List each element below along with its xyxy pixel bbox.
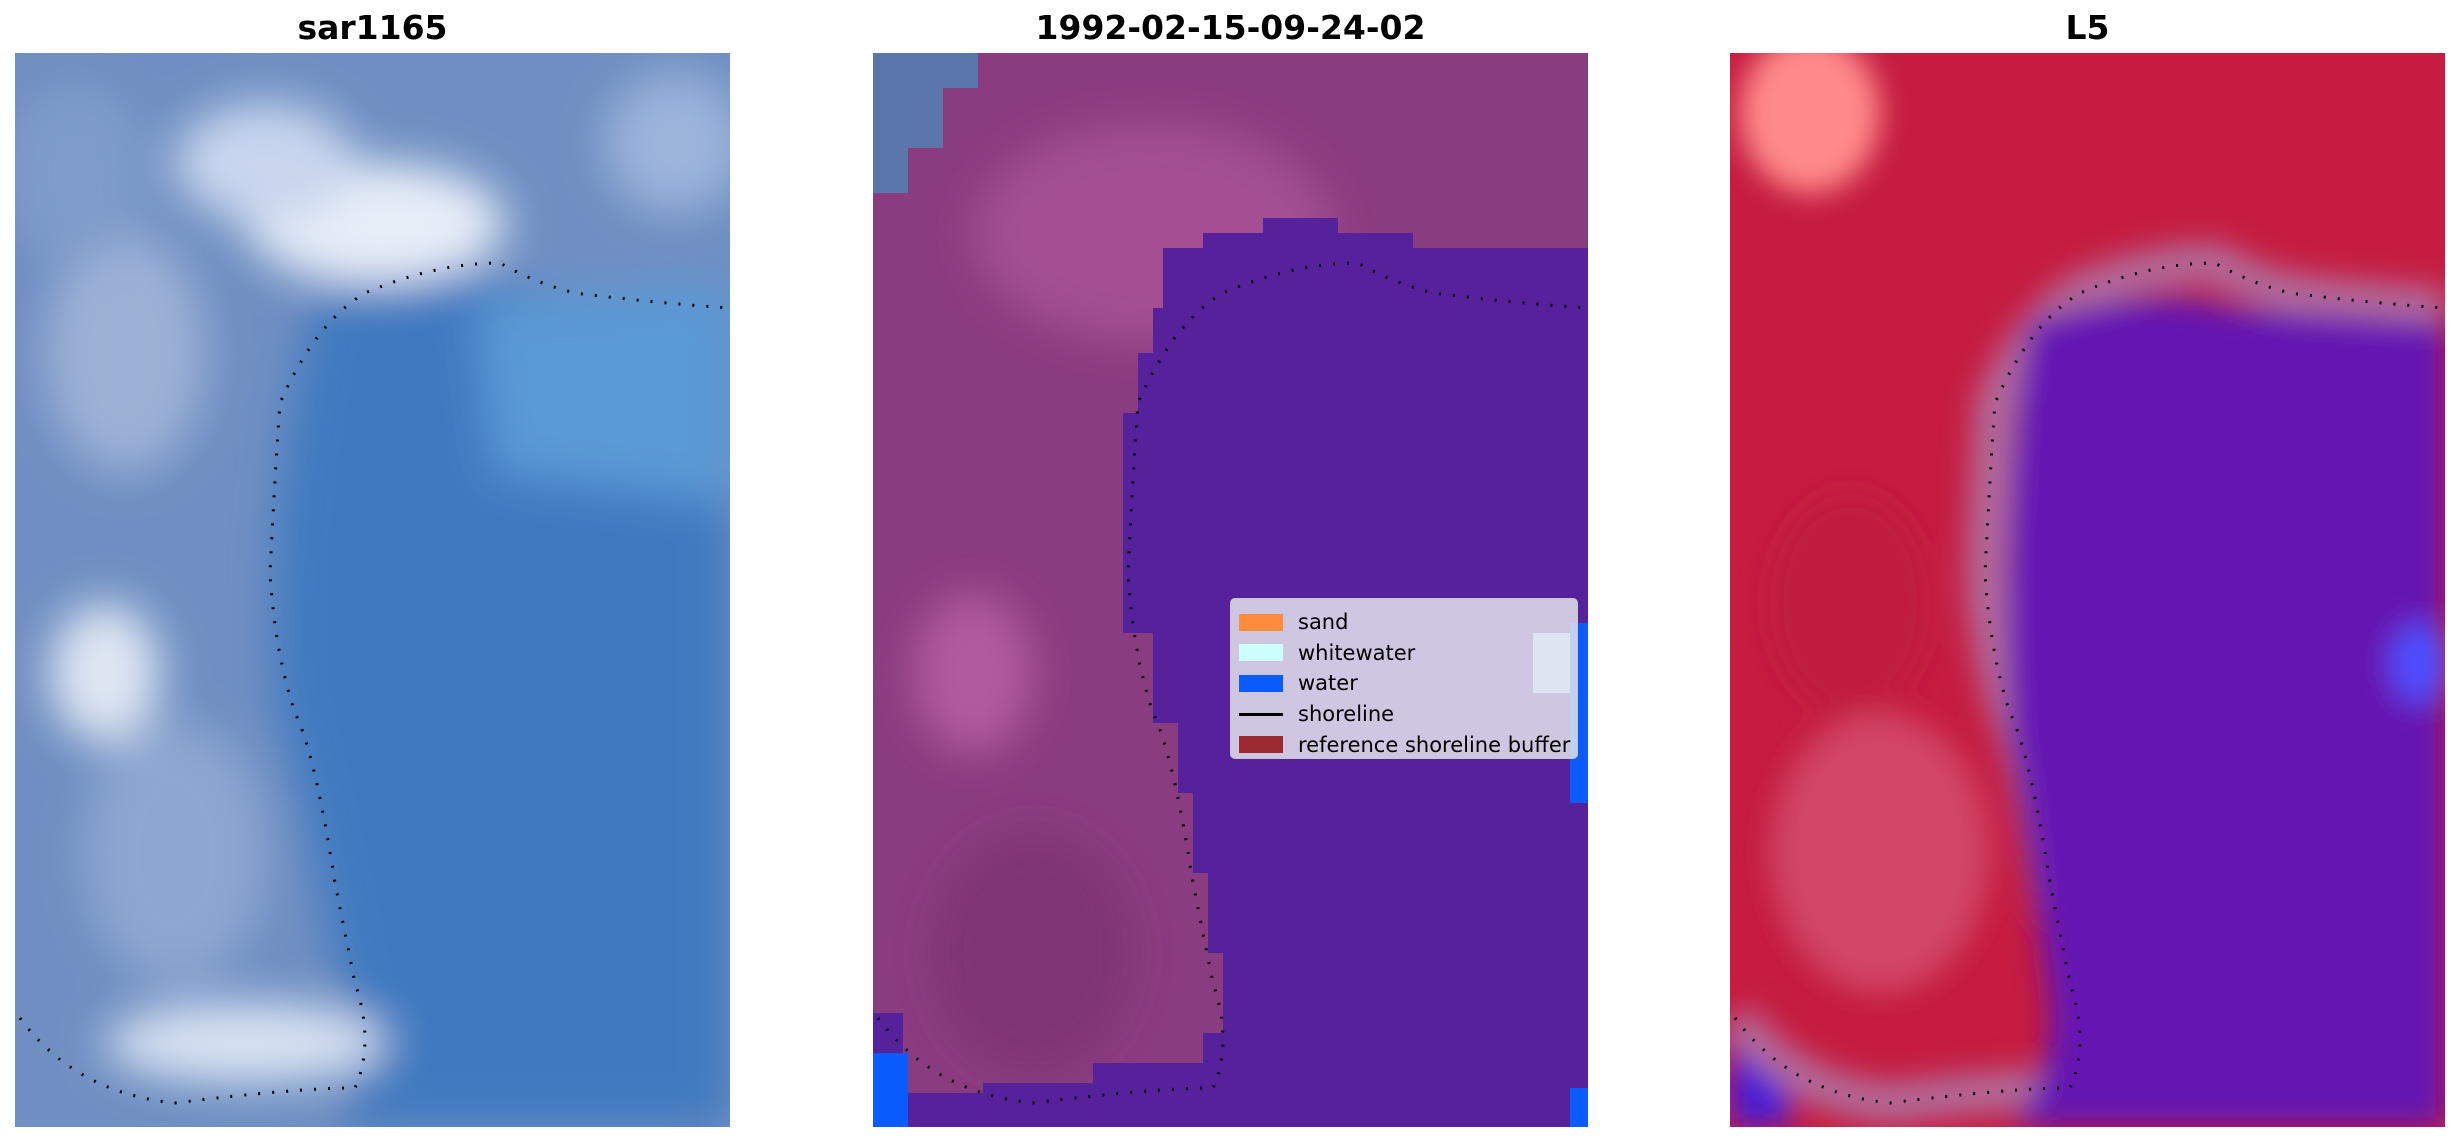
shoreline-line: [18, 261, 730, 1105]
legend-label: whitewater: [1298, 640, 1416, 665]
legend-swatch-sand: [1239, 613, 1283, 631]
panel-title: sar1165: [297, 8, 448, 47]
legend-item-water: water: [1231, 668, 1577, 699]
probability-image: [1730, 53, 2445, 1127]
shoreline-line: [876, 261, 1588, 1105]
shoreline-line: [1733, 261, 2445, 1105]
legend-line-shoreline: [1239, 712, 1283, 716]
panel-classification: 1992-02-15-09-24-02: [873, 0, 1588, 1140]
legend-swatch-buffer: [1239, 736, 1283, 754]
legend-swatch-whitewater: [1239, 644, 1283, 662]
legend-label: reference shoreline buffer: [1298, 732, 1571, 757]
legend-item-shoreline: shoreline: [1231, 699, 1577, 730]
panel-rgb: sar1165: [15, 0, 730, 1140]
legend-label: sand: [1298, 610, 1349, 635]
legend-swatch-water: [1239, 674, 1283, 692]
legend-label: shoreline: [1298, 702, 1395, 727]
legend: sand whitewater water shoreline referenc…: [1230, 598, 1578, 759]
classification-image: [873, 53, 1588, 1127]
panel-title: L5: [2065, 8, 2110, 47]
panel-probability: L5: [1730, 0, 2445, 1140]
rgb-image: [15, 53, 730, 1127]
legend-item-buffer: reference shoreline buffer: [1231, 729, 1577, 760]
legend-item-whitewater: whitewater: [1231, 638, 1577, 669]
legend-item-sand: sand: [1231, 607, 1577, 638]
legend-label: water: [1298, 671, 1358, 696]
panel-title: 1992-02-15-09-24-02: [1035, 8, 1426, 47]
